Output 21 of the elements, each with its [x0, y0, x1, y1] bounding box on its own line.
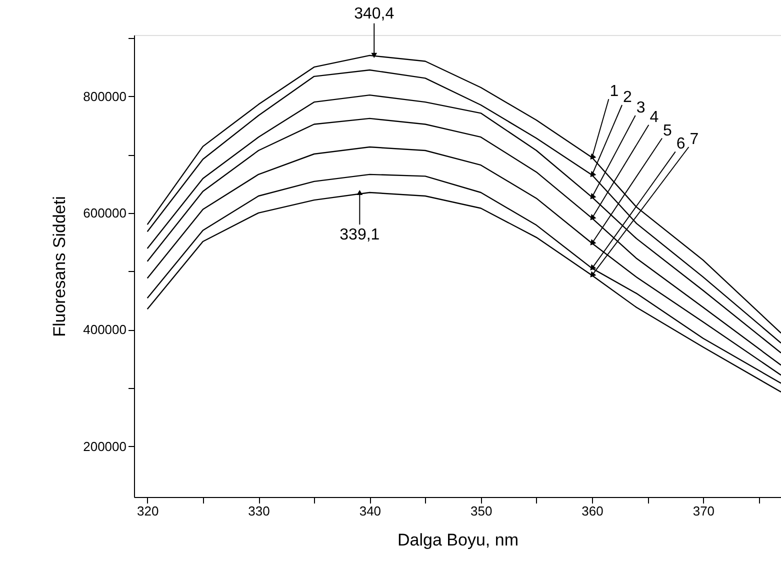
x-tick-label: 360: [582, 504, 604, 518]
x-tick-label: 320: [136, 504, 159, 518]
text: 6: [676, 136, 686, 153]
annotation: 339,1: [340, 226, 380, 244]
text: 5: [663, 122, 672, 140]
x-axis-title: Dalga Boyu, nm: [398, 530, 518, 550]
text: 7: [690, 131, 699, 148]
y-tick-label: 200000: [83, 438, 126, 454]
text: 4: [650, 108, 659, 126]
text: 1: [610, 83, 619, 100]
x-tick-label: 350: [470, 504, 492, 518]
y-tick-label: 400000: [83, 322, 126, 338]
x-tick-label: 330: [248, 504, 270, 518]
text: 2: [623, 89, 632, 106]
x-tick-label: 370: [692, 504, 715, 518]
x-tick-label: 340: [359, 504, 382, 518]
y-axis-title: Fluoresans Siddeti: [50, 196, 70, 337]
text: 3: [636, 100, 646, 116]
annotation: 340,4: [354, 5, 394, 22]
y-tick-label: 600000: [83, 205, 126, 220]
y-tick-label: 800000: [83, 88, 126, 104]
